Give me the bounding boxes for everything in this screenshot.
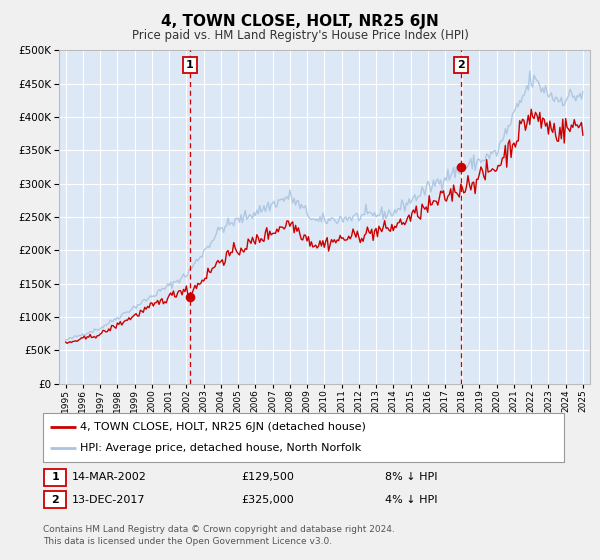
Text: 1: 1	[186, 60, 194, 70]
Text: This data is licensed under the Open Government Licence v3.0.: This data is licensed under the Open Gov…	[43, 537, 332, 546]
Text: 8% ↓ HPI: 8% ↓ HPI	[385, 472, 437, 482]
Text: 2: 2	[52, 494, 59, 505]
Text: £129,500: £129,500	[241, 472, 294, 482]
Text: 4, TOWN CLOSE, HOLT, NR25 6JN (detached house): 4, TOWN CLOSE, HOLT, NR25 6JN (detached …	[80, 422, 366, 432]
Text: £325,000: £325,000	[241, 494, 294, 505]
Text: Contains HM Land Registry data © Crown copyright and database right 2024.: Contains HM Land Registry data © Crown c…	[43, 525, 395, 534]
Point	[457, 162, 466, 171]
Point	[185, 293, 194, 302]
Text: 14-MAR-2002: 14-MAR-2002	[72, 472, 147, 482]
Text: 2: 2	[457, 60, 465, 70]
Text: Price paid vs. HM Land Registry's House Price Index (HPI): Price paid vs. HM Land Registry's House …	[131, 29, 469, 42]
Text: 1: 1	[52, 472, 59, 482]
Text: 4% ↓ HPI: 4% ↓ HPI	[385, 494, 437, 505]
Text: 13-DEC-2017: 13-DEC-2017	[72, 494, 146, 505]
Text: 4, TOWN CLOSE, HOLT, NR25 6JN: 4, TOWN CLOSE, HOLT, NR25 6JN	[161, 14, 439, 29]
Text: HPI: Average price, detached house, North Norfolk: HPI: Average price, detached house, Nort…	[80, 443, 362, 453]
